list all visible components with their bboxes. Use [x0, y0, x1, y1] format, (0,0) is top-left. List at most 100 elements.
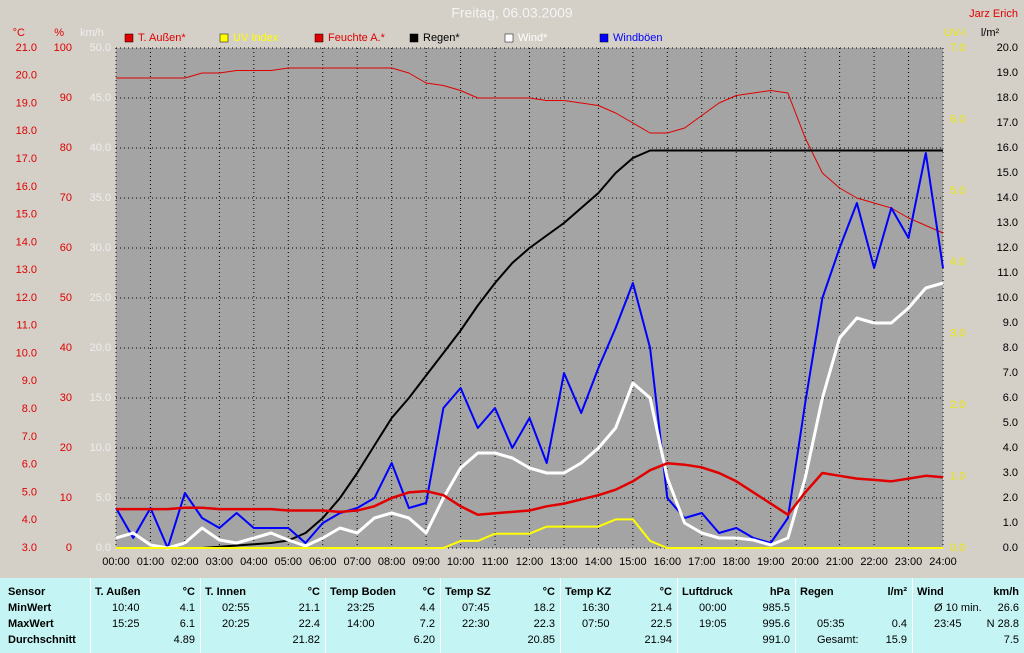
- row-label: Sensor: [8, 586, 46, 598]
- cell-time: 22:30: [462, 618, 490, 630]
- column-divider: [795, 578, 796, 653]
- y-tick-label: 13.0: [997, 217, 1018, 229]
- legend-label: Windböen: [613, 32, 663, 44]
- y-tick-label: 50: [60, 292, 72, 304]
- y-tick-label: 30: [60, 392, 72, 404]
- cell-value: 0.4: [891, 618, 907, 630]
- y-tick-label: 60: [60, 242, 72, 254]
- cell-time: 10:40: [112, 602, 140, 614]
- cell-value: 985.5: [762, 602, 790, 614]
- x-tick-label: 22:00: [860, 556, 888, 568]
- y-tick-label: 6.0: [950, 113, 965, 125]
- y-tick-label: 35.0: [90, 192, 111, 204]
- y-tick-label: 7.0: [950, 42, 965, 54]
- y-tick-label: 19.0: [16, 97, 37, 109]
- cell-value: N 28.8: [986, 618, 1019, 630]
- column-divider: [90, 578, 91, 653]
- y-tick-label: 50.0: [90, 42, 111, 54]
- y-tick-label: 5.0: [96, 492, 111, 504]
- y-tick-label: 3.0: [22, 542, 37, 554]
- x-tick-label: 21:00: [826, 556, 854, 568]
- y-tick-label: 5.0: [950, 185, 965, 197]
- y-tick-label: 11.0: [16, 320, 37, 332]
- y-tick-label: 20.0: [90, 342, 111, 354]
- cell-time: 05:35: [817, 618, 845, 630]
- axis-label: %: [54, 27, 64, 39]
- legend-label: Wind*: [518, 32, 548, 44]
- cell-value: 21.1: [298, 602, 320, 614]
- column-divider: [912, 578, 913, 653]
- cell-value: 4.1: [179, 602, 195, 614]
- cell-value: 7.5: [1003, 634, 1019, 646]
- cell-value: 20.85: [527, 634, 555, 646]
- y-tick-label: 9.0: [1003, 317, 1018, 329]
- legend-label: Feuchte A.*: [328, 32, 386, 44]
- x-tick-label: 17:00: [688, 556, 716, 568]
- y-tick-label: 15.0: [997, 167, 1018, 179]
- y-tick-label: 3.0: [950, 328, 965, 340]
- y-tick-label: 1.0: [950, 470, 965, 482]
- column-unit: l/m²: [887, 586, 907, 598]
- legend-swatch: [219, 33, 229, 43]
- cell-value: 7.2: [419, 618, 435, 630]
- axis-label: km/h: [80, 27, 104, 39]
- y-tick-label: 0: [66, 542, 72, 554]
- series-line: [115, 281, 944, 550]
- legend-swatch: [124, 33, 134, 43]
- cell-time: 15:25: [112, 618, 140, 630]
- y-tick-label: 0.0: [96, 542, 111, 554]
- x-tick-label: 09:00: [412, 556, 440, 568]
- y-tick-label: 5.0: [22, 486, 37, 498]
- x-tick-label: 23:00: [895, 556, 923, 568]
- cell-value: 4.4: [419, 602, 435, 614]
- y-tick-label: 16.0: [997, 142, 1018, 154]
- y-tick-label: 4.0: [1003, 442, 1018, 454]
- column-divider: [325, 578, 326, 653]
- cell-value: 15.9: [885, 634, 907, 646]
- y-tick-label: 6.0: [22, 459, 37, 471]
- y-tick-label: 9.0: [22, 375, 37, 387]
- y-tick-label: 17.0: [16, 153, 37, 165]
- cell-time: 07:45: [462, 602, 490, 614]
- cell-value: 995.6: [762, 618, 790, 630]
- cell-time: 00:00: [699, 602, 727, 614]
- y-tick-label: 18.0: [997, 92, 1018, 104]
- row-label: MaxWert: [8, 618, 54, 630]
- y-tick-label: 4.0: [950, 256, 965, 268]
- column-divider: [677, 578, 678, 653]
- series-line: [115, 152, 944, 549]
- cell-value: 22.5: [650, 618, 672, 630]
- column-header: Wind: [917, 586, 944, 598]
- column-header: T. Außen: [95, 586, 141, 598]
- column-unit: hPa: [769, 586, 790, 598]
- cell-time: Gesamt:: [817, 634, 859, 646]
- cell-value: 4.89: [173, 634, 195, 646]
- row-label: Durchschnitt: [8, 634, 76, 646]
- author: Jarz Erich: [969, 8, 1018, 20]
- y-tick-label: 14.0: [997, 192, 1018, 204]
- cell-time: 02:55: [222, 602, 250, 614]
- legend-swatch: [409, 33, 419, 43]
- x-tick-label: 24:00: [929, 556, 957, 568]
- x-tick-label: 15:00: [619, 556, 647, 568]
- stats-table: Sensor MinWert MaxWert Durchschnitt T. Außen…: [0, 578, 1024, 653]
- x-tick-label: 05:00: [275, 556, 303, 568]
- y-tick-label: 10.0: [997, 292, 1018, 304]
- x-tick-label: 10:00: [447, 556, 475, 568]
- y-tick-label: 16.0: [16, 181, 37, 193]
- x-tick-label: 18:00: [722, 556, 750, 568]
- y-tick-label: 12.0: [16, 292, 37, 304]
- cell-value: 6.20: [413, 634, 435, 646]
- y-tick-label: 21.0: [16, 42, 37, 54]
- x-tick-label: 03:00: [206, 556, 234, 568]
- y-tick-label: 40.0: [90, 142, 111, 154]
- cell-time: 23:25: [347, 602, 375, 614]
- cell-value: 22.4: [298, 618, 320, 630]
- y-tick-label: 14.0: [16, 236, 37, 248]
- y-tick-label: 8.0: [22, 403, 37, 415]
- chart-title: Freitag, 06.03.2009: [451, 5, 573, 21]
- column-unit: °C: [659, 586, 672, 598]
- y-tick-label: 20.0: [16, 70, 37, 82]
- y-tick-label: 18.0: [16, 125, 37, 137]
- y-tick-label: 1.0: [1003, 517, 1018, 529]
